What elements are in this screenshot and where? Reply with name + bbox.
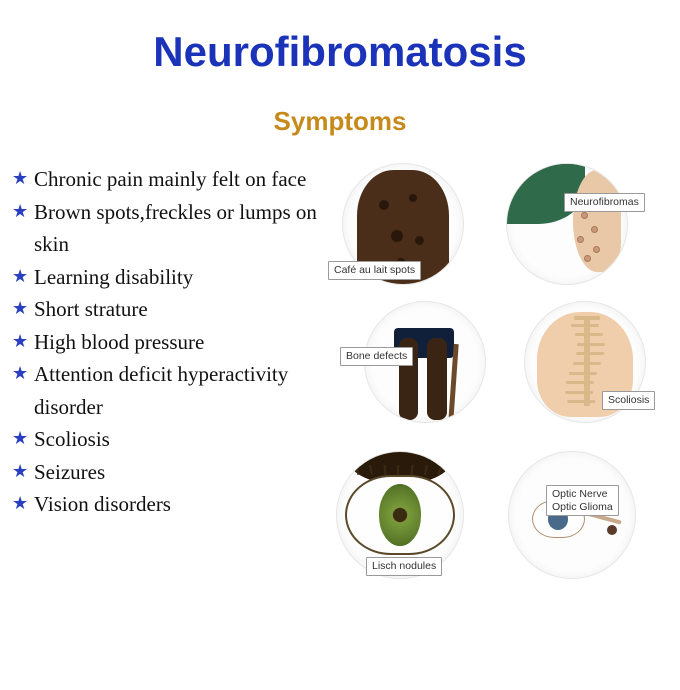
bullet-star-icon: ★ xyxy=(12,490,28,518)
symptom-text: Vision disorders xyxy=(34,492,171,516)
bullet-star-icon: ★ xyxy=(12,458,28,486)
page-title: Neurofibromatosis xyxy=(0,0,680,76)
content-row: ★Chronic pain mainly felt on face★Brown … xyxy=(0,163,680,603)
illustration-neurofibromas xyxy=(506,163,628,285)
label-lisch: Lisch nodules xyxy=(366,557,442,576)
symptom-item: ★Scoliosis xyxy=(10,423,320,456)
symptom-item: ★Brown spots,freckles or lumps on skin xyxy=(10,196,320,261)
bullet-star-icon: ★ xyxy=(12,165,28,193)
symptom-text: Seizures xyxy=(34,460,105,484)
label-cafe-au-lait: Café au lait spots xyxy=(328,261,421,280)
bullet-star-icon: ★ xyxy=(12,198,28,226)
illustration-cluster: Café au lait spots Neurofibromas Bone defe… xyxy=(320,163,670,603)
label-scoliosis: Scoliosis xyxy=(602,391,655,410)
symptom-item: ★Vision disorders xyxy=(10,488,320,521)
symptom-text: Short strature xyxy=(34,297,148,321)
symptom-text: Scoliosis xyxy=(34,427,110,451)
bullet-star-icon: ★ xyxy=(12,425,28,453)
symptom-item: ★Attention deficit hyperactivity disorde… xyxy=(10,358,320,423)
label-bone-defects: Bone defects xyxy=(340,347,413,366)
symptom-item: ★Seizures xyxy=(10,456,320,489)
bullet-star-icon: ★ xyxy=(12,263,28,291)
symptom-item: ★Short strature xyxy=(10,293,320,326)
symptom-text: High blood pressure xyxy=(34,330,204,354)
bullet-star-icon: ★ xyxy=(12,360,28,388)
symptom-text: Attention deficit hyperactivity disorder xyxy=(34,362,288,419)
symptom-item: ★Chronic pain mainly felt on face xyxy=(10,163,320,196)
label-neurofibromas: Neurofibromas xyxy=(564,193,645,212)
symptom-list: ★Chronic pain mainly felt on face★Brown … xyxy=(10,163,320,521)
symptom-item: ★High blood pressure xyxy=(10,326,320,359)
subtitle-symptoms: Symptoms xyxy=(0,106,680,137)
symptom-text: Brown spots,freckles or lumps on skin xyxy=(34,200,317,257)
symptom-text: Learning disability xyxy=(34,265,193,289)
symptom-text: Chronic pain mainly felt on face xyxy=(34,167,306,191)
bullet-star-icon: ★ xyxy=(12,295,28,323)
bullet-star-icon: ★ xyxy=(12,328,28,356)
symptom-item: ★Learning disability xyxy=(10,261,320,294)
label-optic: Optic NerveOptic Glioma xyxy=(546,485,619,516)
